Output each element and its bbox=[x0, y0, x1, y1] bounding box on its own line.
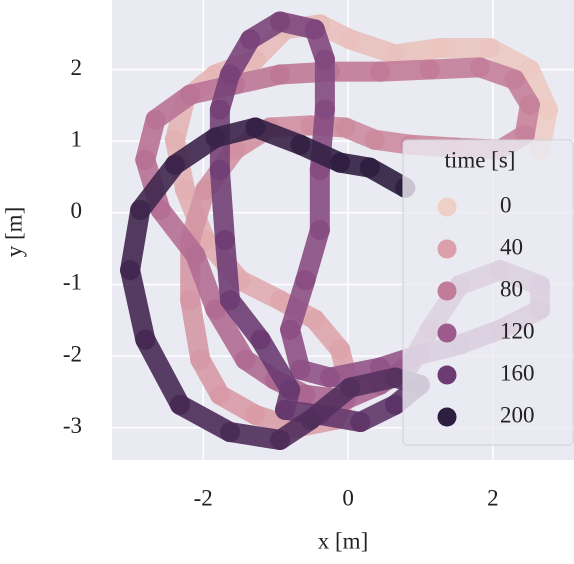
y-tick-label: -3 bbox=[63, 413, 82, 438]
track-segment bbox=[120, 260, 156, 350]
legend-label: 40 bbox=[500, 234, 523, 259]
track-segment bbox=[214, 230, 241, 311]
legend-label: 0 bbox=[500, 192, 512, 217]
track-segment bbox=[120, 199, 151, 281]
y-tick-label: 1 bbox=[71, 126, 83, 151]
y-tick-label: -1 bbox=[63, 270, 82, 295]
legend-marker bbox=[437, 407, 457, 427]
y-axis-label: y [m] bbox=[1, 207, 26, 257]
legend-label: 80 bbox=[500, 276, 523, 301]
legend-label: 200 bbox=[500, 402, 535, 427]
ticks: -2 0 2 -3 -2 -1 0 1 2 bbox=[63, 55, 499, 510]
x-tick-label: 2 bbox=[487, 485, 499, 510]
legend-marker bbox=[437, 239, 457, 259]
legend-label: 160 bbox=[500, 360, 535, 385]
legend-marker bbox=[437, 281, 457, 301]
legend-marker bbox=[437, 365, 457, 385]
legend-title: time [s] bbox=[445, 147, 516, 172]
legend-marker bbox=[437, 323, 457, 343]
legend-marker bbox=[437, 197, 457, 217]
track-segment bbox=[135, 329, 191, 415]
x-axis-label: x [m] bbox=[318, 528, 368, 553]
legend-label: 120 bbox=[500, 318, 535, 343]
track-segment bbox=[180, 290, 211, 370]
x-tick-label: -2 bbox=[194, 485, 213, 510]
y-tick-label: 2 bbox=[71, 55, 83, 80]
legend: time [s] 0 40 80 120 160 200 bbox=[402, 139, 574, 446]
x-tick-label: 0 bbox=[342, 485, 354, 510]
y-tick-label: 0 bbox=[71, 198, 83, 223]
legend-box bbox=[402, 139, 574, 446]
y-tick-label: -2 bbox=[63, 341, 82, 366]
track-segment bbox=[209, 159, 235, 251]
